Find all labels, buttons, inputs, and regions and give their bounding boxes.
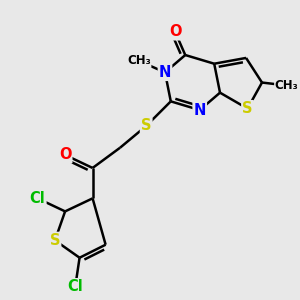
Text: O: O <box>59 147 71 162</box>
Text: CH₃: CH₃ <box>275 79 298 92</box>
Text: O: O <box>169 24 182 39</box>
Text: S: S <box>242 101 253 116</box>
Text: Cl: Cl <box>68 279 83 294</box>
Text: N: N <box>194 103 206 118</box>
Text: Cl: Cl <box>30 191 46 206</box>
Text: S: S <box>50 233 60 248</box>
Text: N: N <box>159 65 171 80</box>
Text: S: S <box>141 118 152 134</box>
Text: CH₃: CH₃ <box>127 54 151 67</box>
